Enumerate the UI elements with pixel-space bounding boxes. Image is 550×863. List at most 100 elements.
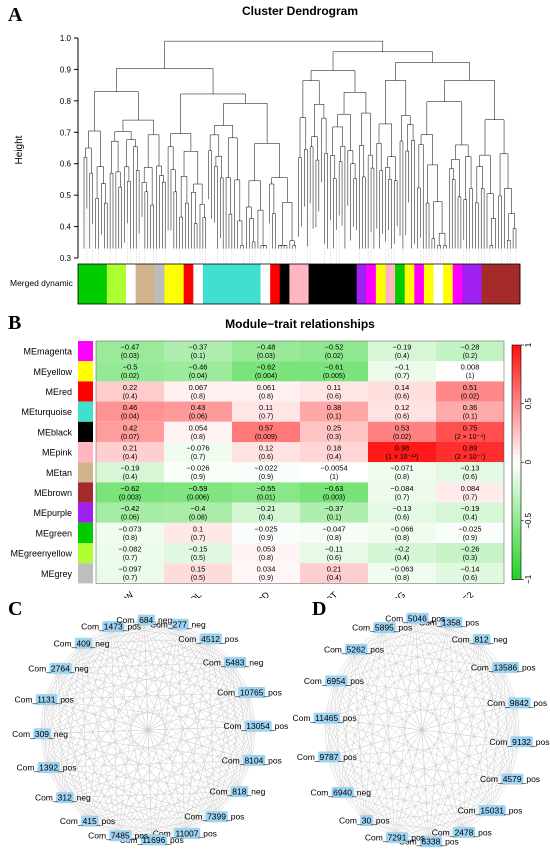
p-value: (0.4): [463, 515, 477, 522]
module-label: MEyellow: [33, 367, 72, 377]
heatmap-cell: [164, 421, 232, 442]
correlation-value: 0.11: [259, 403, 273, 412]
svg-text:Com_7291_pos: Com_7291_pos: [365, 833, 425, 843]
dendrogram-y-tick-label: 0.7: [60, 128, 72, 137]
network-node: Com_684_neg: [116, 614, 172, 626]
heatmap-cell: [300, 421, 368, 442]
module-color-block: [443, 264, 454, 304]
p-value: (0.5): [191, 575, 205, 582]
module-color-block: [481, 264, 492, 304]
svg-text:Com_30_pos: Com_30_pos: [339, 816, 390, 826]
heatmap-cell: [232, 543, 300, 564]
p-value: (0.6): [327, 393, 341, 400]
heatmap-cell: [164, 462, 232, 483]
heatmap-color-legend: 1 0.5 0 −0.5 −1: [511, 342, 533, 584]
svg-text:Com_1131_pos: Com_1131_pos: [15, 695, 74, 705]
svg-text:Com_277_neg: Com_277_neg: [150, 619, 206, 629]
svg-text:Com_812_neg: Com_812_neg: [452, 634, 508, 644]
module-color-block: [375, 264, 386, 304]
p-value: (0.02): [325, 353, 343, 360]
module-color-block: [347, 264, 358, 304]
p-value: (0.1): [327, 515, 341, 522]
correlation-value: −0.26: [461, 545, 480, 554]
correlation-value: 0.98: [395, 444, 410, 453]
heatmap-cell: [164, 522, 232, 543]
module-color-swatch: [78, 563, 93, 584]
dendrogram-y-tick-label: 0.5: [60, 191, 72, 200]
svg-text:Com_13586_pos: Com_13586_pos: [471, 662, 536, 672]
heatmap-cell: [164, 543, 232, 564]
merged-dynamic-color-strip: [77, 263, 521, 305]
p-value: (0.08): [189, 515, 207, 522]
dendrogram-y-axis: 1.0 0.9 0.8 0.7 0.6 0.5 0.4 0.3: [60, 34, 79, 263]
heatmap-cell: [232, 381, 300, 402]
network-node: Com_277_neg: [150, 618, 206, 630]
heatmap-cell: [164, 502, 232, 523]
correlation-value: −0.14: [461, 565, 480, 574]
module-color-block: [279, 264, 290, 304]
network-node: Com_2764_neg: [28, 662, 89, 674]
correlation-value: −0.48: [257, 343, 276, 352]
network-d: Com_1358_pos Com_812_neg Com_13586_pos Com_…: [292, 612, 549, 848]
heatmap-cell: [368, 502, 436, 523]
heatmap-cell: [436, 502, 504, 523]
panel-letter-b: B: [8, 312, 22, 334]
heatmap-cell: [436, 341, 504, 362]
dendrogram-title: Cluster Dendrogram: [242, 4, 358, 18]
heatmap-cell: [232, 341, 300, 362]
module-color-swatch: [78, 361, 93, 382]
p-value: (0.4): [123, 454, 137, 461]
svg-text:Com_409_neg: Com_409_neg: [54, 638, 110, 648]
trait-label: E2: [461, 590, 476, 598]
p-value: (0.7): [123, 575, 137, 582]
svg-text:Com_6940_neg: Com_6940_neg: [310, 788, 371, 798]
module-color-block: [78, 264, 89, 304]
correlation-value: −0.2: [395, 545, 410, 554]
network-node: Com_11465_pos: [292, 712, 357, 724]
p-value: (0.7): [395, 494, 409, 501]
network-node: Com_4579_pos: [480, 773, 540, 785]
heatmap-cell: [96, 482, 164, 503]
network-node: Com_6954_pos: [304, 675, 364, 687]
module-color-block: [414, 264, 425, 304]
correlation-value: −0.19: [121, 464, 140, 473]
svg-text:Com_312_neg: Com_312_neg: [35, 793, 91, 803]
heatmap-cell: [96, 543, 164, 564]
heatmap-cell: [300, 442, 368, 463]
svg-text:Com_6338_pos: Com_6338_pos: [399, 837, 459, 847]
p-value: (0.4): [259, 515, 273, 522]
correlation-value: 0.067: [189, 383, 208, 392]
svg-text:Com_1473_pos: Com_1473_pos: [81, 622, 141, 632]
module-color-block: [366, 264, 377, 304]
module-color-block: [395, 264, 406, 304]
network-node: Com_11007_pos: [153, 827, 217, 839]
module-color-swatch: [78, 381, 93, 402]
panel-letter-d: D: [312, 598, 327, 620]
correlation-value: −0.15: [189, 545, 208, 554]
correlation-value: 0.51: [463, 383, 478, 392]
p-value: (0.9): [259, 535, 273, 542]
correlation-value: 0.25: [327, 423, 342, 432]
p-value: (0.6): [463, 575, 477, 582]
p-value: (0.6): [259, 454, 273, 461]
p-value: (0.02): [461, 393, 479, 400]
correlation-value: 0.53: [395, 423, 410, 432]
svg-text:Com_1392_pos: Com_1392_pos: [16, 763, 76, 773]
network-node: Com_7485_pos: [88, 830, 148, 842]
correlation-value: −0.13: [461, 464, 480, 473]
p-value: (0.8): [123, 535, 137, 542]
network-node: Com_9842_pos: [487, 697, 547, 709]
svg-text:Com_684_neg: Com_684_neg: [116, 615, 172, 625]
module-label: MEpurple: [33, 508, 72, 518]
module-color-block: [462, 264, 473, 304]
correlation-value: −0.46: [189, 363, 208, 372]
correlation-value: −0.13: [393, 504, 412, 513]
dendrogram-y-tick-label: 0.3: [60, 254, 72, 263]
svg-text:Com_6954_pos: Com_6954_pos: [304, 676, 364, 686]
heatmap-cell: [232, 502, 300, 523]
p-value: (0.04): [189, 373, 207, 380]
svg-text:Com_10765_pos: Com_10765_pos: [217, 687, 282, 697]
panel-letter-a: A: [8, 4, 23, 26]
p-value: (0.06): [121, 515, 139, 522]
heatmap-cell: [232, 401, 300, 422]
